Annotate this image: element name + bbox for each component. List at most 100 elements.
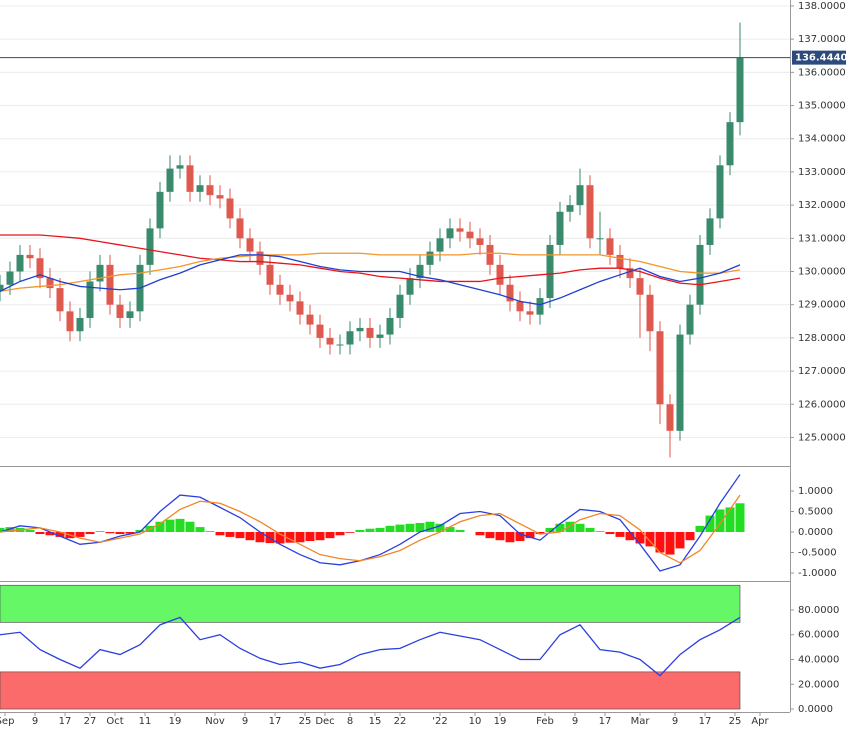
candle-body xyxy=(216,195,224,199)
candle-body xyxy=(596,238,604,240)
histogram-bar xyxy=(215,532,225,536)
candle-body xyxy=(676,334,684,431)
candle-body xyxy=(486,244,494,265)
y-tick-label: -0.5000 xyxy=(798,548,837,559)
candle-body xyxy=(636,278,644,295)
histogram-bar xyxy=(715,509,725,532)
x-tick-label: Oct xyxy=(106,716,123,727)
candle-body xyxy=(546,244,554,299)
y-tick-label: 0.5000 xyxy=(798,506,833,517)
histogram-bar xyxy=(355,529,365,532)
histogram-bar xyxy=(335,532,345,536)
moving-average-line xyxy=(0,254,741,306)
candle-body xyxy=(616,254,624,269)
x-tick-label: 9 xyxy=(672,716,678,727)
histogram-bar xyxy=(255,532,265,543)
candle-body xyxy=(346,331,354,345)
candle-body xyxy=(696,244,704,305)
x-tick-label: Mar xyxy=(631,716,651,727)
candle-body xyxy=(286,294,294,302)
histogram-bar xyxy=(195,527,205,532)
histogram-bar xyxy=(495,532,505,541)
x-tick-label: 9 xyxy=(242,716,248,727)
y-tick-label: 138.0000 xyxy=(798,1,846,12)
candle-body xyxy=(686,304,694,335)
candle-body xyxy=(586,185,594,239)
candle-body xyxy=(46,278,54,289)
x-tick-label: 17 xyxy=(599,716,612,727)
macd-line xyxy=(0,474,741,572)
histogram-bar xyxy=(415,522,425,532)
candle-body xyxy=(656,331,664,405)
histogram-bar xyxy=(635,532,645,544)
x-tick-label: 9 xyxy=(32,716,38,727)
histogram-bar xyxy=(125,532,135,534)
zone xyxy=(0,671,741,710)
candle-body xyxy=(626,268,634,279)
candle-body xyxy=(86,281,94,318)
candle-body xyxy=(396,294,404,318)
histogram-bar xyxy=(545,527,555,532)
candle-body xyxy=(516,301,524,312)
x-tick-label: Nov xyxy=(205,716,225,727)
indicator-line xyxy=(0,616,741,677)
histogram-bar xyxy=(365,528,375,532)
candle-body xyxy=(226,198,234,219)
candle-body xyxy=(476,238,484,245)
last-price-box xyxy=(792,50,846,65)
x-tick-label: 22 xyxy=(394,716,407,727)
candle-body xyxy=(736,57,744,123)
y-tick-label: 127.0000 xyxy=(798,366,846,377)
candle-body xyxy=(566,205,574,212)
histogram-bar xyxy=(615,532,625,537)
histogram-bar xyxy=(435,523,445,532)
histogram-bar xyxy=(155,521,165,532)
candle-body xyxy=(716,165,724,219)
histogram-bar xyxy=(515,532,525,542)
candle-body xyxy=(246,238,254,252)
candle-body xyxy=(96,264,104,282)
candle-body xyxy=(0,284,4,292)
histogram-bar xyxy=(595,531,605,532)
y-tick-label: 0.0000 xyxy=(798,704,833,715)
y-tick-label: 134.0000 xyxy=(798,134,846,145)
histogram-bar xyxy=(675,532,685,549)
x-tick-label: 19 xyxy=(169,716,182,727)
histogram-bar xyxy=(425,521,435,532)
candle-body xyxy=(56,288,64,312)
y-tick-label: 0.0000 xyxy=(798,527,833,538)
candle-body xyxy=(276,284,284,295)
x-tick-label: 9 xyxy=(572,716,578,727)
candle-body xyxy=(326,337,334,345)
y-tick-label: 135.0000 xyxy=(798,101,846,112)
histogram-bar xyxy=(295,532,305,543)
candle-body xyxy=(506,284,514,302)
candle-body xyxy=(156,191,164,229)
histogram-bar xyxy=(575,523,585,532)
y-tick-label: 130.0000 xyxy=(798,266,846,277)
histogram-bar xyxy=(655,532,665,553)
candle-body xyxy=(726,122,734,166)
y-tick-label: 20.0000 xyxy=(798,679,839,690)
candle-body xyxy=(236,218,244,239)
candle-body xyxy=(36,258,44,279)
candle-body xyxy=(316,324,324,338)
y-tick-label: 126.0000 xyxy=(798,399,846,410)
histogram-bar xyxy=(135,529,145,532)
candle-body xyxy=(296,301,304,315)
candle-body xyxy=(536,298,544,315)
x-tick-label: Apr xyxy=(751,716,769,727)
y-tick-label: 133.0000 xyxy=(798,167,846,178)
x-tick-label: 10 xyxy=(469,716,482,727)
x-tick-label: 27 xyxy=(84,716,97,727)
x-tick-label: 11 xyxy=(139,716,152,727)
histogram-bar xyxy=(385,525,395,532)
histogram-bar xyxy=(665,532,675,555)
histogram-bar xyxy=(165,519,175,532)
histogram-bar xyxy=(325,532,335,539)
histogram-bar xyxy=(315,532,325,541)
candle-body xyxy=(176,165,184,169)
histogram-bar xyxy=(445,527,455,532)
